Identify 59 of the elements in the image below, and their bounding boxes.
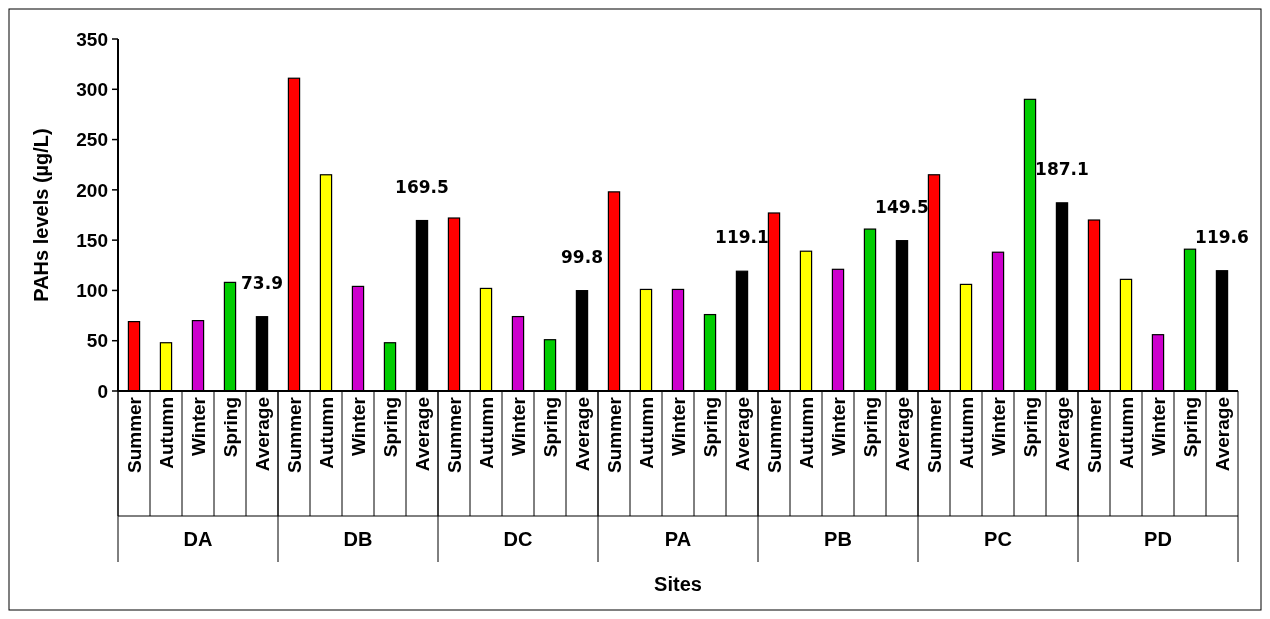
x-tick-label: Summer <box>1083 396 1105 474</box>
x-tick-label: Summer <box>923 396 945 474</box>
x-tick-label: Autumn <box>155 397 177 469</box>
x-tick-label: Average <box>1211 397 1233 472</box>
y-tick-label: 250 <box>76 129 108 151</box>
y-tick-label: 200 <box>76 179 108 201</box>
x-tick-label: Spring <box>859 397 881 458</box>
y-tick-label: 50 <box>86 330 108 352</box>
data-label: 187.1 <box>1035 158 1089 179</box>
text: DC <box>503 528 533 550</box>
x-tick-label: Average <box>1051 397 1073 472</box>
x-tick-label: Summer <box>763 396 785 474</box>
x-tick-label: Average <box>251 397 273 472</box>
x-tick-label: Winter <box>667 396 689 456</box>
data-label: 73.9 <box>241 272 283 293</box>
x-tick-label: Autumn <box>795 397 817 469</box>
x-tick-label: Spring <box>1019 397 1041 458</box>
x-tick-label: Spring <box>379 397 401 458</box>
x-tick-label: Average <box>731 397 753 472</box>
x-tick-label: Autumn <box>955 397 977 469</box>
x-axis-title: Sites <box>654 573 702 595</box>
data-label: 119.6 <box>1195 226 1249 247</box>
y-tick-label: 350 <box>76 28 108 50</box>
data-label: 99.8 <box>561 246 603 267</box>
x-tick-label: Winter <box>1147 396 1169 456</box>
text: PB <box>824 528 852 550</box>
x-tick-label: Spring <box>699 397 721 458</box>
x-tick-label: Average <box>571 397 593 472</box>
text: DB <box>343 528 373 550</box>
text: PA <box>664 528 692 550</box>
x-tick-label: Autumn <box>1115 397 1137 469</box>
x-tick-label: Winter <box>347 396 369 456</box>
x-tick-label: Winter <box>827 396 849 456</box>
x-tick-label: Average <box>891 397 913 472</box>
x-tick-label: Winter <box>187 396 209 456</box>
text: PC <box>984 528 1012 550</box>
data-label: 149.5 <box>875 196 929 217</box>
x-tick-label: Average <box>411 397 433 472</box>
x-tick-label: Autumn <box>475 397 497 469</box>
y-tick-label: 0 <box>97 380 108 402</box>
x-tick-label: Summer <box>123 396 145 474</box>
y-axis-title: PAHs levels (µg/L) <box>30 128 52 302</box>
x-tick-label: Winter <box>987 396 1009 456</box>
y-tick-label: 100 <box>76 280 108 302</box>
x-tick-label: Summer <box>603 396 625 474</box>
x-tick-label: Summer <box>283 396 305 474</box>
x-tick-label: Winter <box>507 396 529 456</box>
x-tick-label: Autumn <box>315 397 337 469</box>
x-tick-label: Spring <box>1179 397 1201 458</box>
x-tick-label: Spring <box>219 397 241 458</box>
x-tick-label: Autumn <box>635 397 657 469</box>
x-tick-label: Summer <box>443 396 465 474</box>
text: PD <box>1144 528 1172 550</box>
data-label: 119.1 <box>715 227 769 248</box>
y-tick-label: 150 <box>76 229 108 251</box>
x-tick-label: Spring <box>539 397 561 458</box>
y-tick-label: 300 <box>76 78 108 100</box>
text: DA <box>183 528 213 550</box>
data-label: 169.5 <box>395 176 449 197</box>
